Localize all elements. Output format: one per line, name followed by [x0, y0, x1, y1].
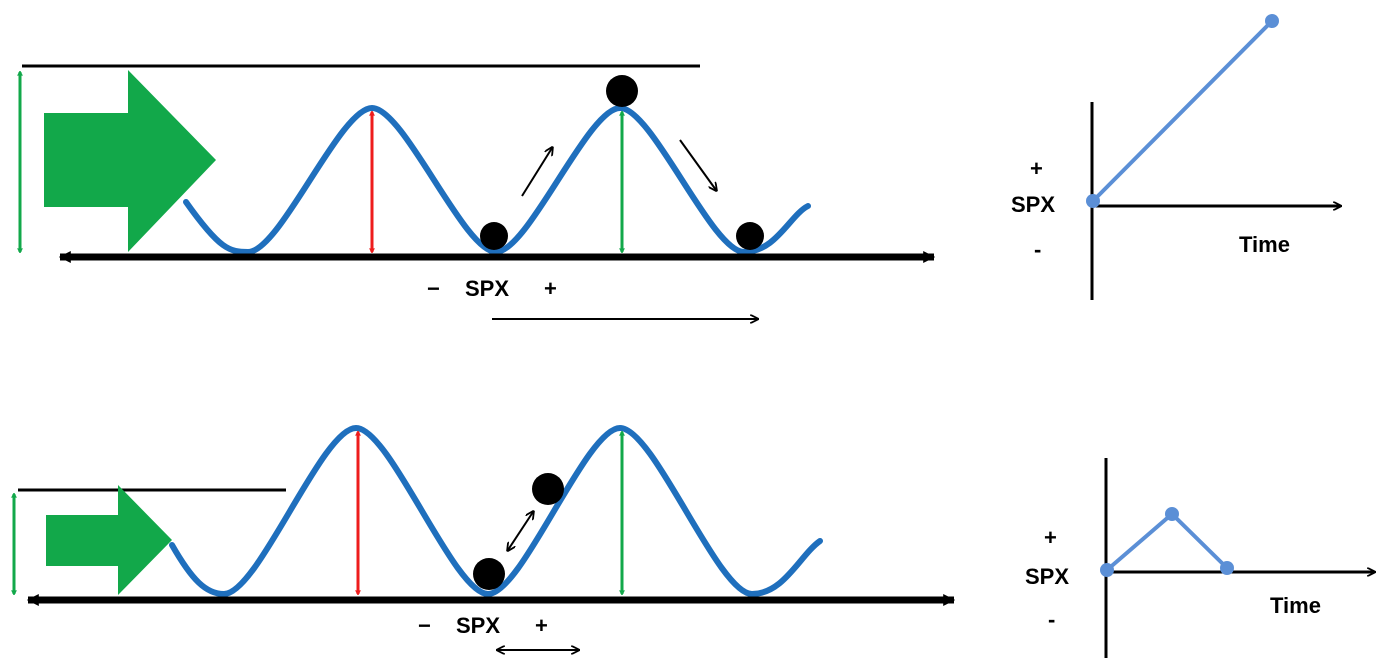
top-graph: + SPX - Time — [1011, 14, 1340, 300]
bottom-ball-trough — [473, 558, 505, 590]
top-graph-ylabel: SPX — [1011, 192, 1055, 217]
bottom-graph-plus: + — [1044, 525, 1057, 550]
top-up-motion-arrow — [521, 148, 552, 197]
bottom-ball-slope — [532, 473, 564, 505]
top-graph-minus: - — [1034, 237, 1041, 262]
top-ball-trough-1 — [480, 222, 508, 250]
top-ball-peak — [606, 75, 638, 107]
bottom-graph-point-peak — [1165, 507, 1179, 521]
top-panel: − SPX + — [20, 64, 936, 319]
bottom-axis-label: SPX — [456, 613, 500, 638]
bottom-graph-point-start — [1100, 563, 1114, 577]
top-graph-xlabel: Time — [1239, 232, 1290, 257]
bottom-push-arrow — [46, 485, 172, 595]
bottom-graph-xlabel: Time — [1270, 593, 1321, 618]
top-graph-point-start — [1086, 194, 1100, 208]
top-axis-minus: − — [427, 276, 440, 301]
top-graph-point-end — [1265, 14, 1279, 28]
bottom-graph: + SPX - Time — [1025, 458, 1374, 658]
bottom-axis-minus: − — [418, 613, 431, 638]
bottom-graph-point-end — [1220, 561, 1234, 575]
top-axis-label: SPX — [465, 276, 509, 301]
top-axis-plus: + — [544, 276, 557, 301]
bottom-oscillation-arrow — [508, 512, 533, 550]
bottom-graph-minus: - — [1048, 607, 1055, 632]
top-graph-plus: + — [1030, 156, 1043, 181]
bottom-wave — [169, 424, 823, 598]
top-down-motion-arrow — [679, 139, 716, 190]
top-push-arrow — [44, 70, 216, 252]
bottom-graph-trend-line — [1105, 511, 1229, 572]
bottom-graph-ylabel: SPX — [1025, 564, 1069, 589]
top-ball-trough-2 — [736, 222, 764, 250]
bottom-axis-plus: + — [535, 613, 548, 638]
top-graph-trend-line — [1091, 19, 1274, 203]
bottom-panel: − SPX + — [14, 424, 956, 650]
